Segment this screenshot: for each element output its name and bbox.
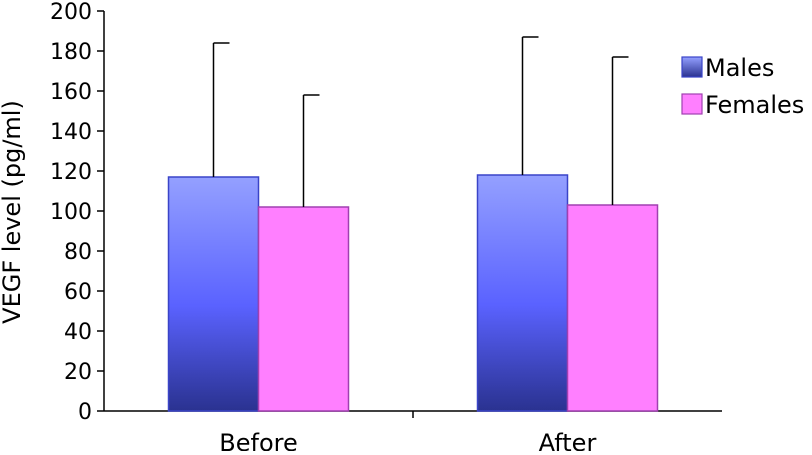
bar-males-before [167, 176, 260, 412]
y-tick-label: 180 [50, 40, 92, 65]
y-tick-label: 140 [50, 120, 92, 145]
y-tick-label: 20 [64, 360, 92, 385]
y-tick-label: 0 [78, 400, 92, 425]
x-tick-label: Before [219, 429, 297, 451]
bar-males-after [476, 174, 569, 412]
legend-swatch-females [681, 93, 703, 115]
y-axis-label: VEGF level (pg/ml) [0, 100, 26, 324]
y-tick-label: 40 [64, 320, 92, 345]
bar-females-after [566, 204, 659, 412]
y-tick-label: 80 [64, 240, 92, 265]
error-bars [212, 36, 629, 207]
y-tick-label: 160 [50, 80, 92, 105]
y-tick-label: 200 [50, 0, 92, 25]
legend: Males Females [681, 54, 804, 119]
bars [167, 174, 659, 412]
x-tick-label: After [539, 429, 597, 451]
legend-swatch-males [681, 56, 703, 78]
y-tick-label: 120 [50, 160, 92, 185]
x-axis: Before After [104, 410, 722, 455]
legend-label-females: Females [705, 91, 804, 119]
bar-females-before [257, 206, 350, 412]
y-tick-label: 100 [50, 200, 92, 225]
legend-label-males: Males [705, 54, 774, 82]
y-tick-label: 60 [64, 280, 92, 305]
y-axis: 0 20 40 60 80 100 120 140 160 180 200 [50, 0, 105, 425]
